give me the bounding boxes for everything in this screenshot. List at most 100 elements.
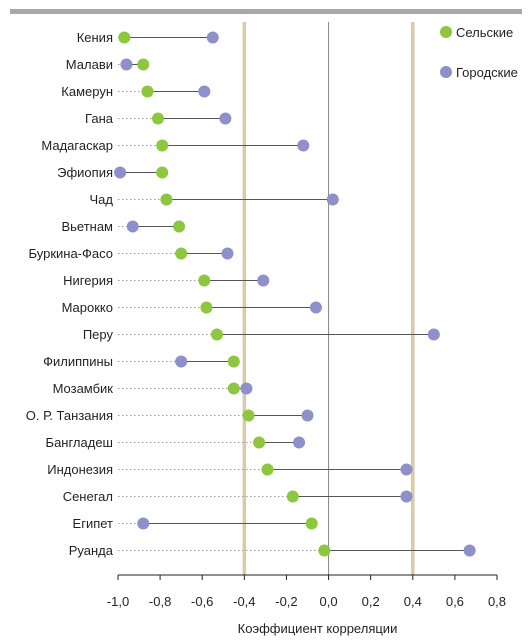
urban-point (198, 85, 211, 98)
chart-row: Чад (90, 192, 339, 207)
urban-point (175, 355, 188, 368)
category-label: Буркина-Фасо (28, 246, 113, 261)
legend-label: Сельские (456, 25, 513, 40)
urban-point (126, 220, 139, 233)
legend-marker (440, 26, 452, 38)
chart-row: Буркина-Фасо (28, 246, 234, 261)
rural-point (318, 544, 331, 557)
rural-point (156, 139, 169, 152)
urban-point (137, 517, 150, 530)
rural-point (175, 247, 188, 260)
rural-point (253, 436, 266, 449)
rural-point (200, 301, 213, 314)
rural-point (261, 463, 274, 476)
urban-point (400, 490, 413, 503)
rural-point (137, 58, 150, 71)
urban-point (257, 274, 270, 287)
chart-row: Филиппины (43, 354, 240, 369)
urban-point (301, 409, 314, 422)
category-label: Марокко (62, 300, 113, 315)
chart-row: Эфиопия (57, 165, 169, 180)
rural-point (160, 193, 173, 206)
chart-row: Гана (85, 111, 232, 126)
legend-marker (440, 66, 452, 78)
legend-rural: Сельские (440, 25, 513, 40)
category-label: Мадагаскар (41, 138, 113, 153)
x-tick-label: -0,6 (191, 594, 213, 609)
rural-point (227, 382, 240, 395)
urban-point (293, 436, 306, 449)
top-band (10, 9, 522, 14)
rural-point (198, 274, 211, 287)
chart-row: Камерун (61, 84, 211, 99)
legend: Сельские Городские (440, 25, 518, 80)
chart-row: Марокко (62, 300, 322, 315)
category-label: Вьетнам (61, 219, 113, 234)
x-tick-label: -0,2 (275, 594, 297, 609)
rural-point (227, 355, 240, 368)
x-tick-label: -0,8 (149, 594, 171, 609)
urban-point (219, 112, 232, 125)
category-label: Чад (90, 192, 114, 207)
rural-point (141, 85, 154, 98)
x-tick-label: 0,6 (446, 594, 464, 609)
urban-point (400, 463, 413, 476)
x-tick-label: 0,4 (404, 594, 422, 609)
urban-point (309, 301, 322, 314)
x-axis: -1,0 -0,8 -0,6 -0,4 -0,2 0,0 0,2 0,4 0,6 0,8 (107, 574, 506, 609)
rural-point (118, 31, 131, 44)
legend-urban: Городские (440, 65, 518, 80)
rural-point (173, 220, 186, 233)
chart-row: Египет (73, 516, 318, 531)
legend-label: Городские (456, 65, 518, 80)
x-tick-label: 0,8 (488, 594, 506, 609)
urban-point (326, 193, 339, 206)
reference-lines (242, 22, 415, 575)
chart-row: Мозамбик (53, 381, 253, 396)
chart-row: Кения (77, 30, 219, 45)
chart-row: Вьетнам (61, 219, 186, 234)
urban-point (240, 382, 253, 395)
category-label: Бангладеш (46, 435, 113, 450)
category-label: О. Р. Танзания (26, 408, 113, 423)
category-label: Нигерия (63, 273, 113, 288)
category-label: Камерун (61, 84, 113, 99)
urban-point (114, 166, 127, 179)
urban-point (463, 544, 476, 557)
chart-row: О. Р. Танзания (26, 408, 314, 423)
rural-point (286, 490, 299, 503)
category-label: Эфиопия (57, 165, 113, 180)
category-label: Перу (83, 327, 114, 342)
category-label: Малави (66, 57, 113, 72)
chart-row: Сенегал (63, 489, 413, 504)
urban-point (427, 328, 440, 341)
rural-point (210, 328, 223, 341)
x-axis-title: Коэффициент корреляции (238, 621, 398, 636)
urban-point (221, 247, 234, 260)
urban-point (297, 139, 310, 152)
chart-row: Бангладеш (46, 435, 306, 450)
category-label: Кения (77, 30, 113, 45)
chart-row: Нигерия (63, 273, 270, 288)
rural-point (242, 409, 255, 422)
chart-row: Руанда (69, 543, 476, 558)
category-label: Индонезия (47, 462, 113, 477)
chart-row: Малави (66, 57, 150, 72)
chart-row: Индонезия (47, 462, 413, 477)
urban-point (206, 31, 219, 44)
category-label: Гана (85, 111, 114, 126)
chart-row: Перу (83, 327, 440, 342)
rural-point (305, 517, 318, 530)
category-label: Мозамбик (53, 381, 114, 396)
x-tick-label: 0,2 (362, 594, 380, 609)
category-label: Сенегал (63, 489, 113, 504)
x-tick-label: -1,0 (107, 594, 129, 609)
chart-row: Мадагаскар (41, 138, 310, 153)
x-tick-label: 0,0 (320, 594, 338, 609)
urban-point (120, 58, 133, 71)
rural-point (152, 112, 165, 125)
category-label: Филиппины (43, 354, 113, 369)
rural-point (156, 166, 169, 179)
chart-rows: Кения Малави Камерун Гана Мадагаскар Эфиопия Ч… (26, 30, 476, 558)
